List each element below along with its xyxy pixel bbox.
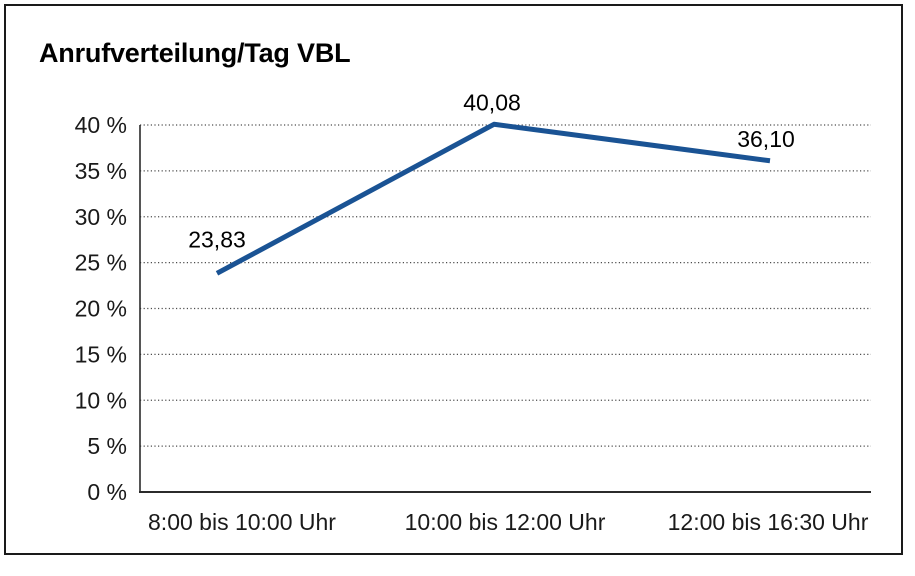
y-tick-label: 5 % xyxy=(87,433,127,459)
data-point-label: 36,10 xyxy=(737,126,795,152)
y-tick-label: 30 % xyxy=(75,204,127,230)
data-line xyxy=(215,121,771,276)
y-tick-label: 15 % xyxy=(75,341,127,367)
data-point-label: 23,83 xyxy=(188,226,246,252)
data-point-label: 40,08 xyxy=(463,89,521,115)
y-tick-label: 35 % xyxy=(75,158,127,184)
x-category-label: 10:00 bis 12:00 Uhr xyxy=(405,509,606,535)
chart-title: Anrufverteilung/Tag VBL xyxy=(39,38,351,68)
y-tick-label: 40 % xyxy=(75,112,127,138)
x-category-label: 8:00 bis 10:00 Uhr xyxy=(148,509,336,535)
y-tick-label: 0 % xyxy=(87,479,127,505)
x-category-label: 12:00 bis 16:30 Uhr xyxy=(668,509,869,535)
chart-frame xyxy=(4,4,903,555)
y-tick-label: 20 % xyxy=(75,296,127,322)
y-tick-label: 25 % xyxy=(75,250,127,276)
y-tick-label: 10 % xyxy=(75,387,127,413)
